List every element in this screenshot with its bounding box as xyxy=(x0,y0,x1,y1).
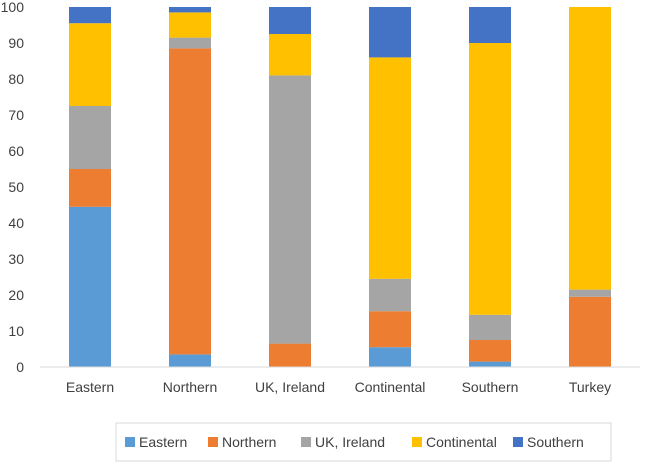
x-tick-label-uk-ireland: UK, Ireland xyxy=(255,379,325,395)
y-tick-label: 100 xyxy=(1,0,25,15)
y-tick-label: 10 xyxy=(8,323,24,339)
bar-segment-eastern-southern xyxy=(69,7,111,24)
bar-segment-southern-northern xyxy=(469,340,511,362)
legend-label-southern: Southern xyxy=(527,434,584,450)
legend-label-northern: Northern xyxy=(222,434,276,450)
legend-swatch-uk-ireland xyxy=(301,437,311,447)
legend: Eastern Northern UK, Ireland Continental Sou… xyxy=(115,422,612,462)
y-tick-label: 20 xyxy=(8,287,24,303)
y-tick-label: 40 xyxy=(8,215,24,231)
legend-label-continental: Continental xyxy=(426,434,497,450)
bar-segment-continental-eastern xyxy=(369,347,411,367)
bar-segment-uk-ireland-continental xyxy=(269,34,311,76)
bar-segment-turkey-northern xyxy=(569,296,611,367)
bar-segment-southern-continental xyxy=(469,43,511,315)
legend-swatch-southern xyxy=(513,437,523,447)
y-tick-label: 90 xyxy=(8,35,24,51)
legend-swatch-eastern xyxy=(125,437,135,447)
legend-label-eastern: Eastern xyxy=(139,434,187,450)
bar-segment-southern-eastern xyxy=(469,361,511,367)
bar-segment-continental-northern xyxy=(369,311,411,348)
bar-segment-southern-uk-ireland xyxy=(469,314,511,340)
y-tick-label: 50 xyxy=(8,179,24,195)
bar-segment-eastern-uk-ireland xyxy=(69,106,111,169)
bar-segment-continental-southern xyxy=(369,7,411,58)
bar-segment-northern-continental xyxy=(169,12,211,38)
x-tick-label-turkey: Turkey xyxy=(569,379,611,395)
bar-segment-uk-ireland-southern xyxy=(269,7,311,34)
y-tick-label: 0 xyxy=(16,359,24,375)
y-tick-label: 60 xyxy=(8,143,24,159)
y-tick-label: 70 xyxy=(8,107,24,123)
bar-segment-northern-northern xyxy=(169,48,211,355)
y-tick-label: 80 xyxy=(8,71,24,87)
x-tick-label-southern: Southern xyxy=(462,379,519,395)
bar-segment-continental-continental xyxy=(369,57,411,279)
bar-segment-uk-ireland-northern xyxy=(269,343,311,367)
x-tick-label-continental: Continental xyxy=(355,379,426,395)
x-tick-label-eastern: Eastern xyxy=(66,379,114,395)
bar-segment-northern-eastern xyxy=(169,354,211,367)
legend-box xyxy=(115,422,612,462)
bar-segment-eastern-northern xyxy=(69,169,111,207)
x-tick-label-northern: Northern xyxy=(163,379,217,395)
bar-segment-turkey-continental xyxy=(569,7,611,290)
bar-segment-turkey-uk-ireland xyxy=(569,289,611,297)
bar-segment-southern-southern xyxy=(469,7,511,43)
tick-labels-layer: 0 10 20 30 40 50 60 70 80 90 100 Eastern Northern UK,… xyxy=(1,0,612,395)
legend-label-uk-ireland: UK, Ireland xyxy=(315,434,385,450)
y-tick-label: 30 xyxy=(8,251,24,267)
bar-segment-continental-uk-ireland xyxy=(369,278,411,312)
bar-segment-northern-southern xyxy=(169,7,211,13)
bar-segment-northern-uk-ireland xyxy=(169,37,211,49)
bar-segment-eastern-continental xyxy=(69,23,111,107)
bar-segment-eastern-eastern xyxy=(69,206,111,367)
bars-layer xyxy=(69,7,611,367)
bar-segment-uk-ireland-uk-ireland xyxy=(269,75,311,344)
legend-swatch-northern xyxy=(208,437,218,447)
legend-swatch-continental xyxy=(412,437,422,447)
